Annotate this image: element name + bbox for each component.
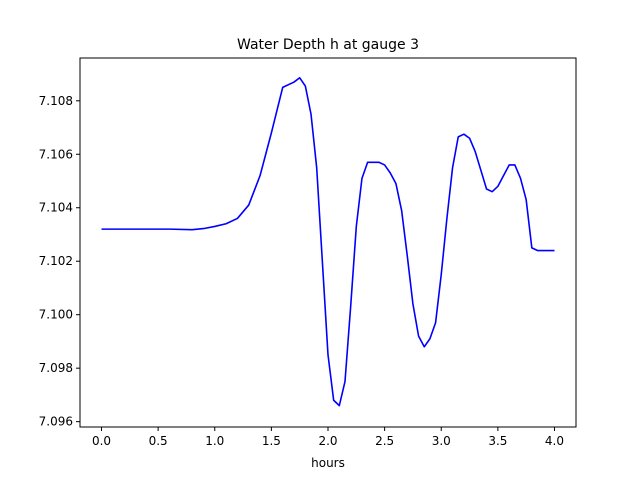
x-tick-label: 0.5 <box>149 434 168 448</box>
x-tick-label: 3.5 <box>488 434 507 448</box>
x-tick-label: 1.0 <box>205 434 224 448</box>
y-tick-label: 7.102 <box>39 254 73 268</box>
chart-title: Water Depth h at gauge 3 <box>237 37 419 53</box>
series-line-0 <box>101 76 555 407</box>
x-tick-label: 0.0 <box>92 434 111 448</box>
x-tick-label: 2.0 <box>318 434 337 448</box>
x-tick-label: 4.0 <box>545 434 564 448</box>
axes: 0.0 0.5 1.0 1.5 2.0 2.5 3.0 3.5 4.0 7.096 7.098 7.1… <box>39 57 577 448</box>
plot-area <box>101 76 555 407</box>
y-tick-label: 7.096 <box>39 415 73 429</box>
x-axis-label: hours <box>311 456 345 470</box>
x-tick-label: 3.0 <box>432 434 451 448</box>
y-tick-label: 7.100 <box>39 308 73 322</box>
y-tick-label: 7.106 <box>39 147 73 161</box>
y-tick-label: 7.104 <box>39 201 73 215</box>
x-tick-label: 1.5 <box>262 434 281 448</box>
y-tick-label: 7.108 <box>39 94 73 108</box>
plot-frame <box>79 57 577 428</box>
x-tick-label: 2.5 <box>375 434 394 448</box>
y-tick-label: 7.098 <box>39 361 73 375</box>
